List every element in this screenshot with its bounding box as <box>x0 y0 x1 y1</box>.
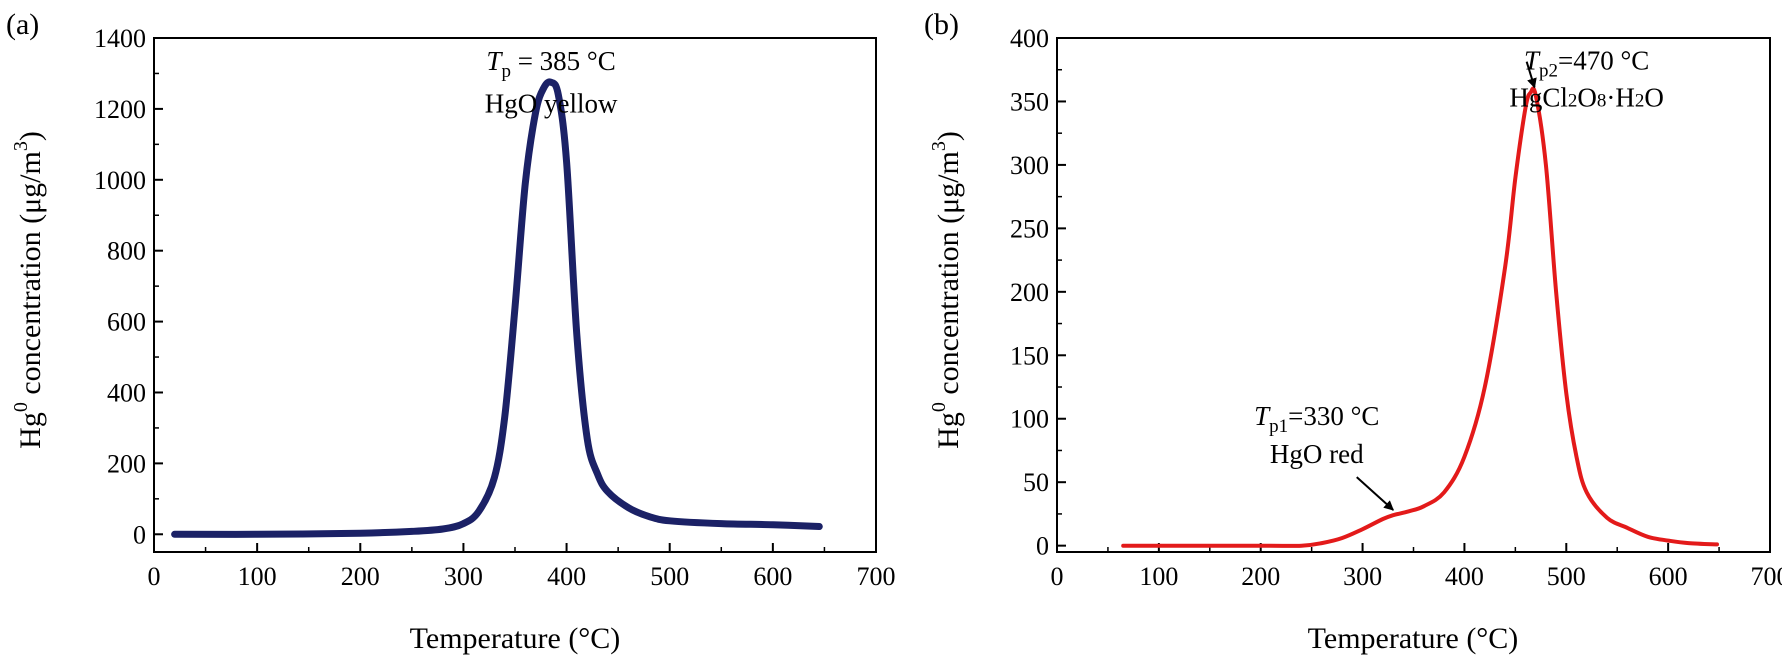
y-tick-label-b-300: 300 <box>1010 151 1049 180</box>
y-tick-label-a-400: 400 <box>107 378 146 407</box>
x-tick-label-a-500: 500 <box>650 562 689 591</box>
panel-label-a: (a) <box>6 8 39 41</box>
y-tick-label-a-1200: 1200 <box>94 95 146 124</box>
ticks-b: 0 100 200 300 400 500 600 700 0 50 100 150 200 250 300… <box>1010 24 1782 591</box>
y-tick-label-b-100: 100 <box>1010 405 1049 434</box>
y-axis-title-a: Hg0 concentration (μg/m3) <box>10 131 47 449</box>
annotation-arrow-b-0 <box>1525 61 1537 89</box>
y-tick-label-a-600: 600 <box>107 308 146 337</box>
panel-a: (a) 0 100 200 300 400 500 600 700 0 200 400 600 800 1… <box>6 8 896 655</box>
x-tick-label-b-500: 500 <box>1547 562 1586 591</box>
x-tick-label-a-100: 100 <box>238 562 277 591</box>
annotation-b-0: Tp2=470 °C <box>1524 46 1649 82</box>
annotations-a: Tp = 385 °C HgO yellow <box>485 46 618 119</box>
y-tick-label-a-200: 200 <box>107 449 146 478</box>
annotation-b-1: HgCl2O8·H2O <box>1509 83 1664 113</box>
y-axis-title-b: Hg0 concentration (μg/m3) <box>928 131 965 449</box>
y-tick-label-b-350: 350 <box>1010 87 1049 116</box>
x-tick-label-a-300: 300 <box>444 562 483 591</box>
x-tick-label-a-700: 700 <box>857 562 896 591</box>
x-tick-label-a-200: 200 <box>341 562 380 591</box>
plot-frame-b <box>1056 37 1771 553</box>
y-tick-label-b-250: 250 <box>1010 214 1049 243</box>
y-tick-label-b-0: 0 <box>1036 532 1049 561</box>
y-tick-label-b-150: 150 <box>1010 341 1049 370</box>
y-tick-label-a-1400: 1400 <box>94 24 146 53</box>
x-tick-label-b-300: 300 <box>1343 562 1382 591</box>
y-tick-label-b-50: 50 <box>1023 468 1049 497</box>
x-tick-label-b-700: 700 <box>1751 562 1782 591</box>
x-tick-label-b-400: 400 <box>1445 562 1484 591</box>
annotation-a-0: Tp = 385 °C <box>486 46 615 82</box>
ticks-a: 0 100 200 300 400 500 600 700 0 200 400 600 800 1000 1… <box>94 24 896 591</box>
x-tick-label-b-0: 0 <box>1051 562 1064 591</box>
annotation-b-3: HgO red <box>1270 439 1364 469</box>
x-axis-title-b: Temperature (°C) <box>1308 622 1519 655</box>
panel-b: (b) 0 100 200 300 400 500 600 700 0 50 100 150 200 25… <box>924 8 1782 655</box>
x-tick-label-b-100: 100 <box>1139 562 1178 591</box>
x-tick-label-a-0: 0 <box>148 562 161 591</box>
y-tick-label-a-800: 800 <box>107 237 146 266</box>
series-line-hgo-red <box>1121 86 1719 548</box>
y-tick-label-a-0: 0 <box>133 520 146 549</box>
x-axis-title-a: Temperature (°C) <box>410 622 621 655</box>
y-tick-label-b-200: 200 <box>1010 278 1049 307</box>
y-tick-label-b-400: 400 <box>1010 24 1049 53</box>
y-tick-label-a-1000: 1000 <box>94 166 146 195</box>
x-tick-label-b-200: 200 <box>1241 562 1280 591</box>
x-tick-label-b-600: 600 <box>1649 562 1688 591</box>
series-line-hgo-yellow <box>171 78 823 538</box>
annotation-b-2: Tp1=330 °C <box>1254 401 1379 437</box>
annotation-a-1: HgO yellow <box>485 88 618 118</box>
panel-label-b: (b) <box>924 8 959 41</box>
x-tick-label-a-400: 400 <box>547 562 586 591</box>
x-tick-label-a-600: 600 <box>753 562 792 591</box>
annotation-arrow-b-3 <box>1356 476 1394 511</box>
